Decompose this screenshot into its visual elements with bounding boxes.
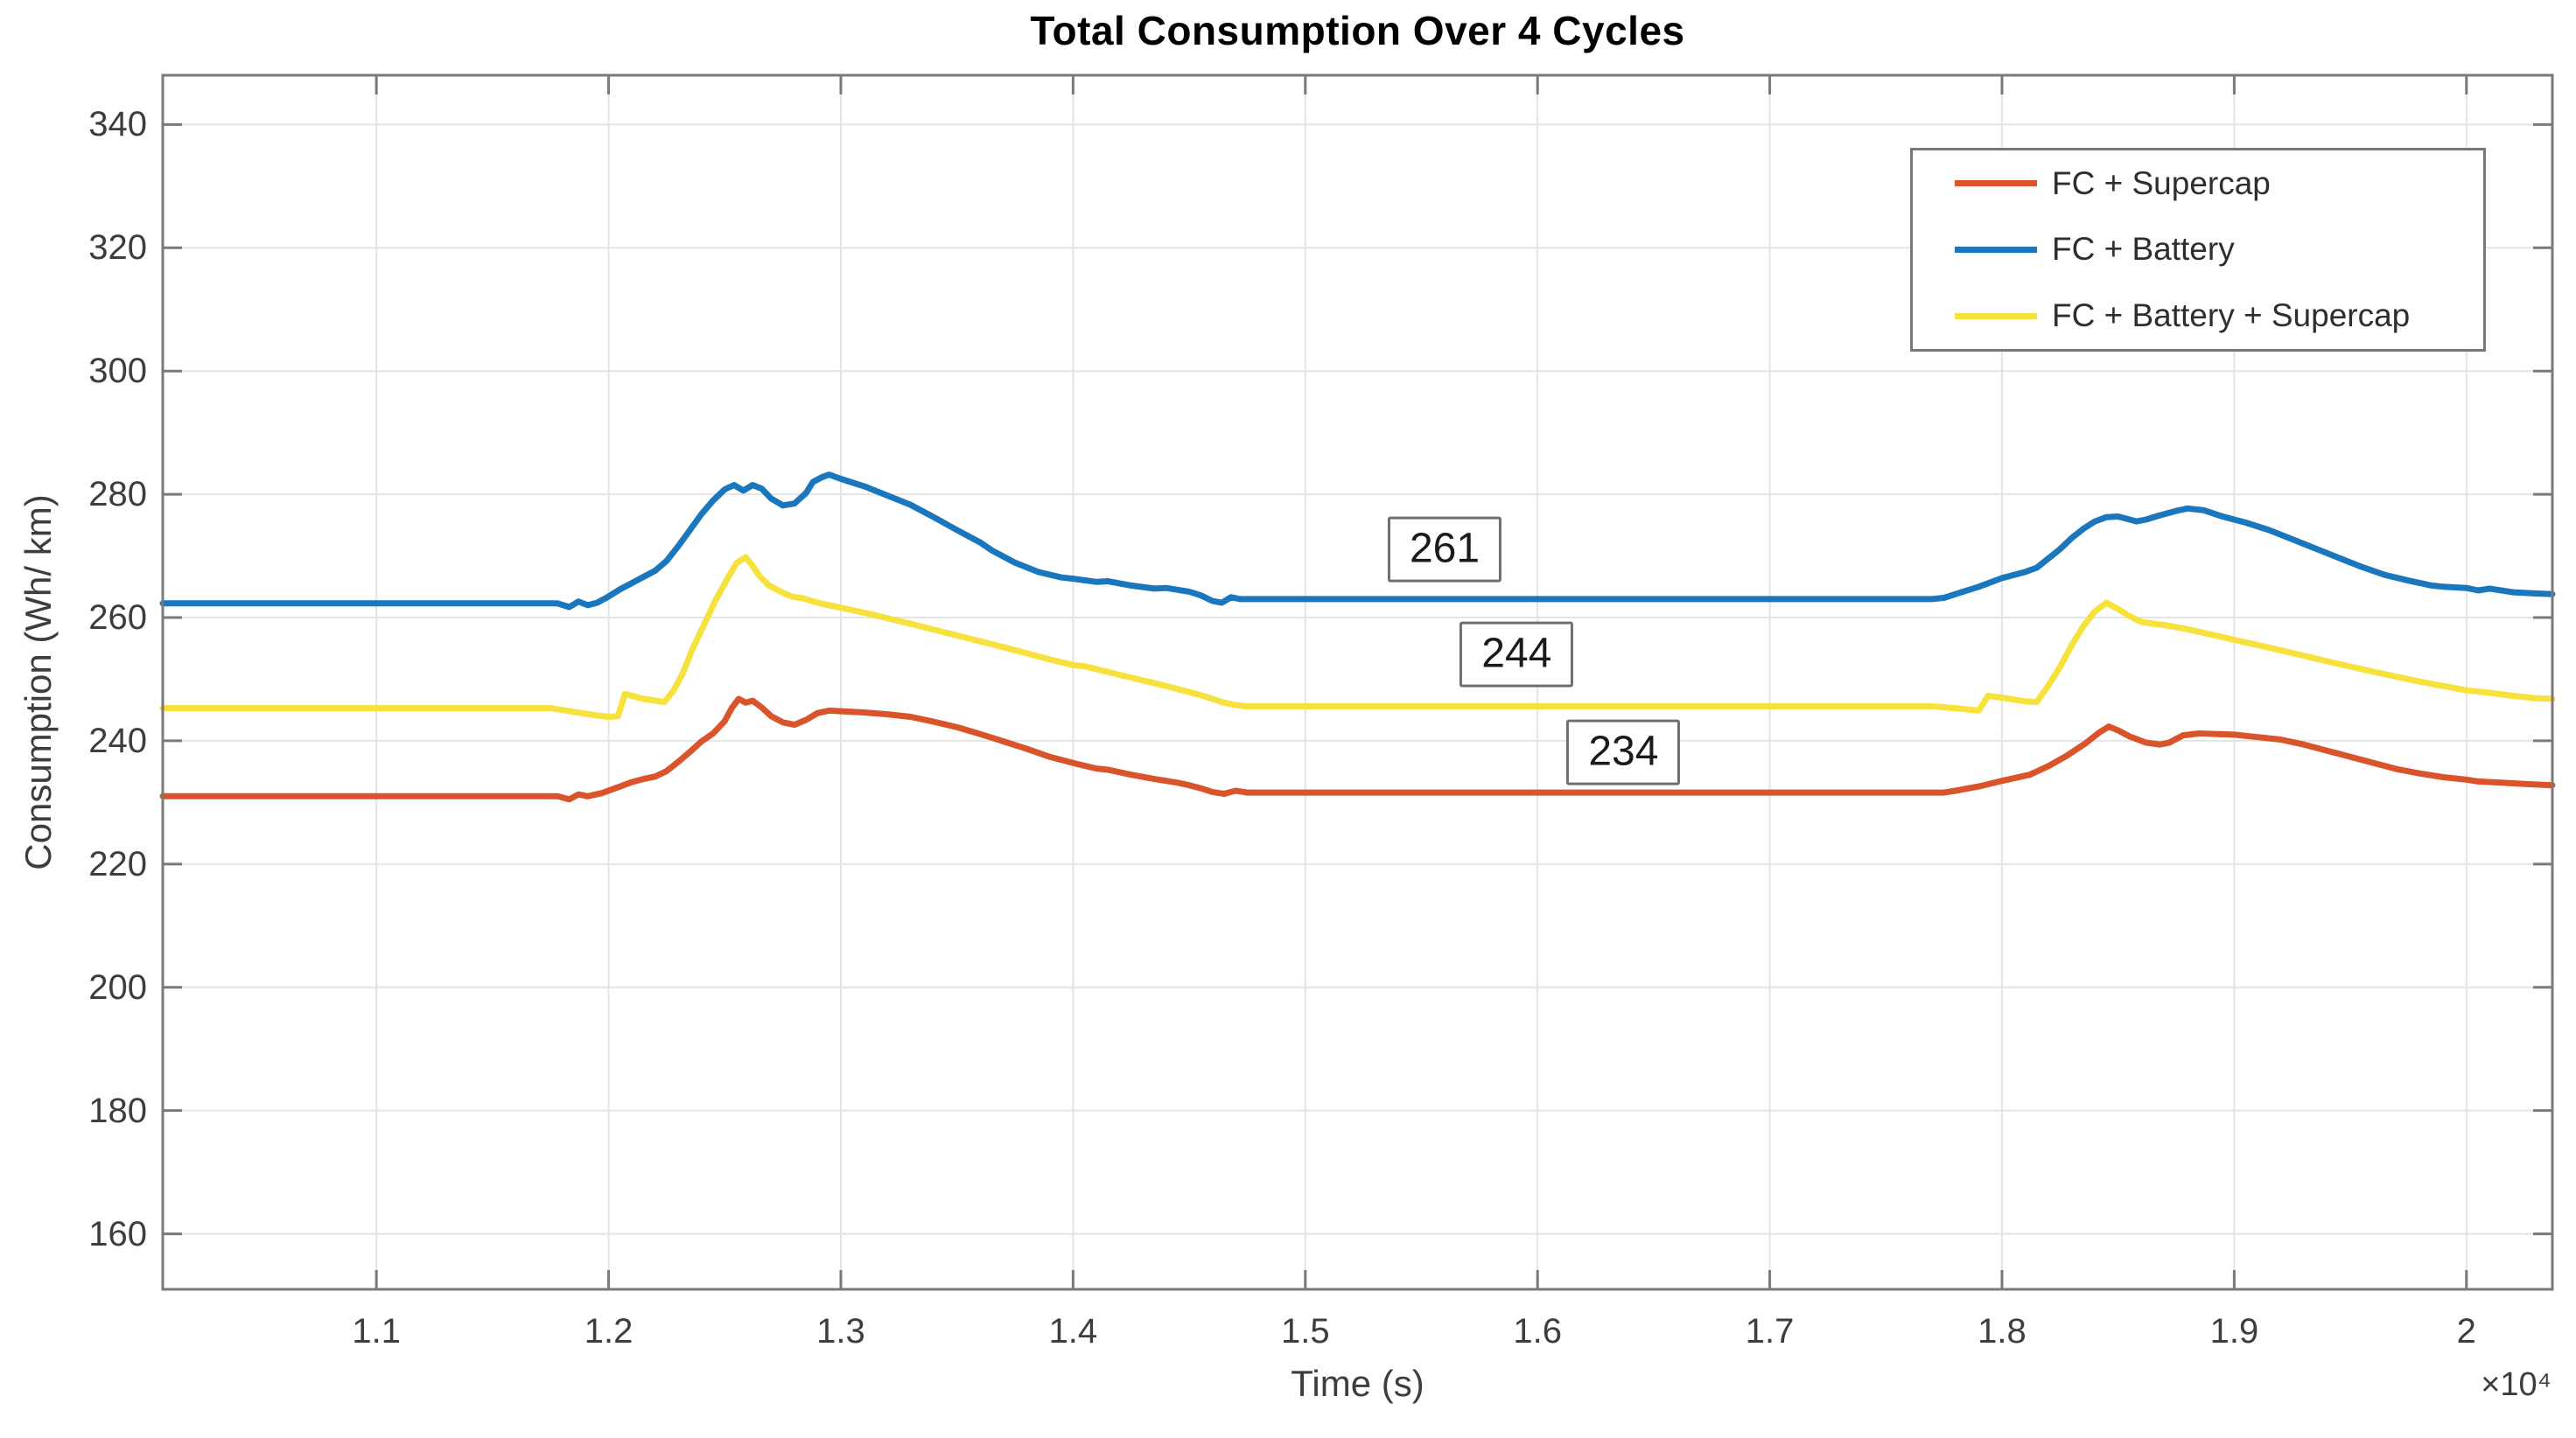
legend-entry-label: FC + Battery [2052, 231, 2235, 268]
axes-frame [161, 73, 2554, 1291]
y-tick-label: 240 [88, 721, 147, 760]
x-tick-label: 1.1 [352, 1312, 401, 1351]
y-tick-label: 320 [88, 228, 147, 268]
data-label-261: 261 [1387, 516, 1502, 583]
data-label-244: 244 [1460, 621, 1574, 688]
series-line [159, 695, 2556, 803]
x-tick-label: 1.2 [584, 1312, 634, 1351]
chart-title: Total Consumption Over 4 Cycles [1030, 8, 1685, 53]
legend-line-sample [1955, 312, 2037, 319]
y-tick-label: 340 [88, 105, 147, 144]
x-tick-label: 2 [2456, 1312, 2476, 1351]
data-label-234: 234 [1566, 719, 1681, 785]
x-axis-multiplier: ×10⁴ [2481, 1366, 2552, 1403]
series-line [159, 554, 2556, 720]
x-tick-label: 1.8 [1978, 1312, 2026, 1351]
y-tick-label: 160 [88, 1214, 147, 1253]
legend-entry-label: FC + Supercap [2052, 164, 2271, 201]
x-tick-label: 1.9 [2209, 1312, 2259, 1351]
x-tick-label: 1.5 [1280, 1312, 1330, 1351]
legend-line-sample [1955, 246, 2037, 253]
y-tick-label: 260 [88, 598, 147, 638]
legend-entry: FC + Battery + Supercap [1913, 297, 2483, 334]
y-tick-label: 280 [88, 475, 147, 514]
y-tick-label: 180 [88, 1091, 147, 1130]
y-axis-label: Consumption (Wh/ km) [18, 494, 59, 870]
legend-entry-label: FC + Battery + Supercap [2052, 297, 2411, 334]
legend-line-sample [1955, 180, 2037, 187]
legend-entry: FC + Battery [1913, 231, 2483, 268]
y-tick-label: 220 [88, 844, 147, 883]
legend-entry: FC + Supercap [1913, 165, 2483, 202]
x-tick-label: 1.4 [1048, 1312, 1098, 1351]
y-tick-label: 300 [88, 352, 147, 391]
series-line [159, 471, 2556, 611]
x-tick-label: 1.3 [816, 1312, 865, 1351]
x-tick-label: 1.7 [1745, 1312, 1795, 1351]
x-tick-label: 1.6 [1513, 1312, 1562, 1351]
x-axis-label: Time (s) [1291, 1363, 1424, 1404]
y-tick-label: 200 [88, 967, 147, 1007]
legend: FC + Supercap FC + Battery FC + Battery + … [1910, 148, 2486, 352]
